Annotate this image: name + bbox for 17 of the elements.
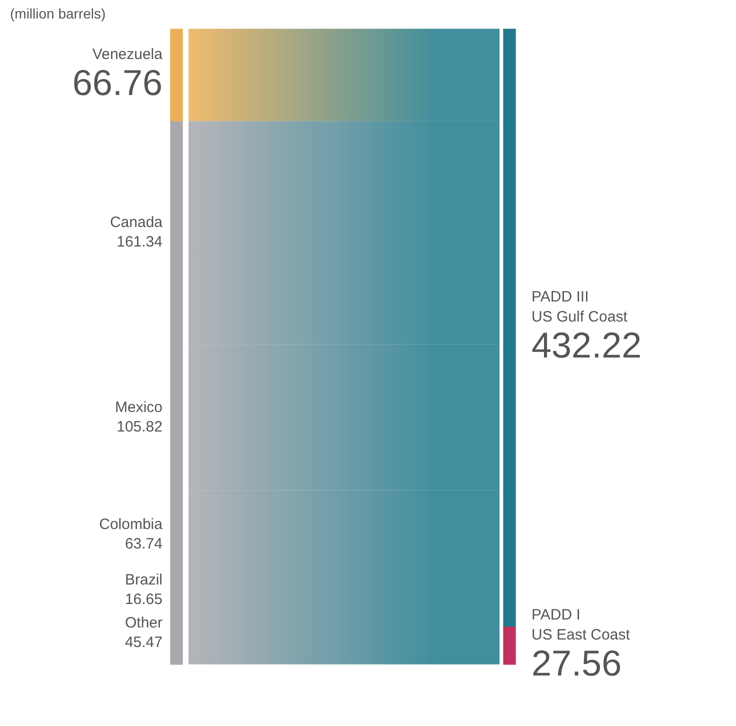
text: (million barrels) (10, 5, 106, 22)
data-label: 105.82 (116, 418, 162, 436)
data-label: 27.56 (532, 642, 622, 684)
data-label: 432.22 (532, 324, 642, 366)
category-label: Venezuela (92, 46, 164, 64)
category-label: Colombia (99, 516, 164, 534)
data-label: 66.76 (72, 62, 162, 103)
category-label: PADD I US East Coast (532, 606, 631, 644)
data-label: 161.34 (116, 234, 162, 251)
category-label: Canada (110, 214, 164, 232)
data-label: 63.74 (124, 536, 162, 553)
category-label: Other (124, 614, 163, 632)
category-label: PADD III US Gulf Coast (532, 288, 628, 326)
category-label: Brazil (124, 572, 162, 589)
data-label: 45.47 (124, 634, 162, 652)
data-label: 16.65 (124, 591, 162, 608)
category-label: Mexico (114, 398, 162, 416)
